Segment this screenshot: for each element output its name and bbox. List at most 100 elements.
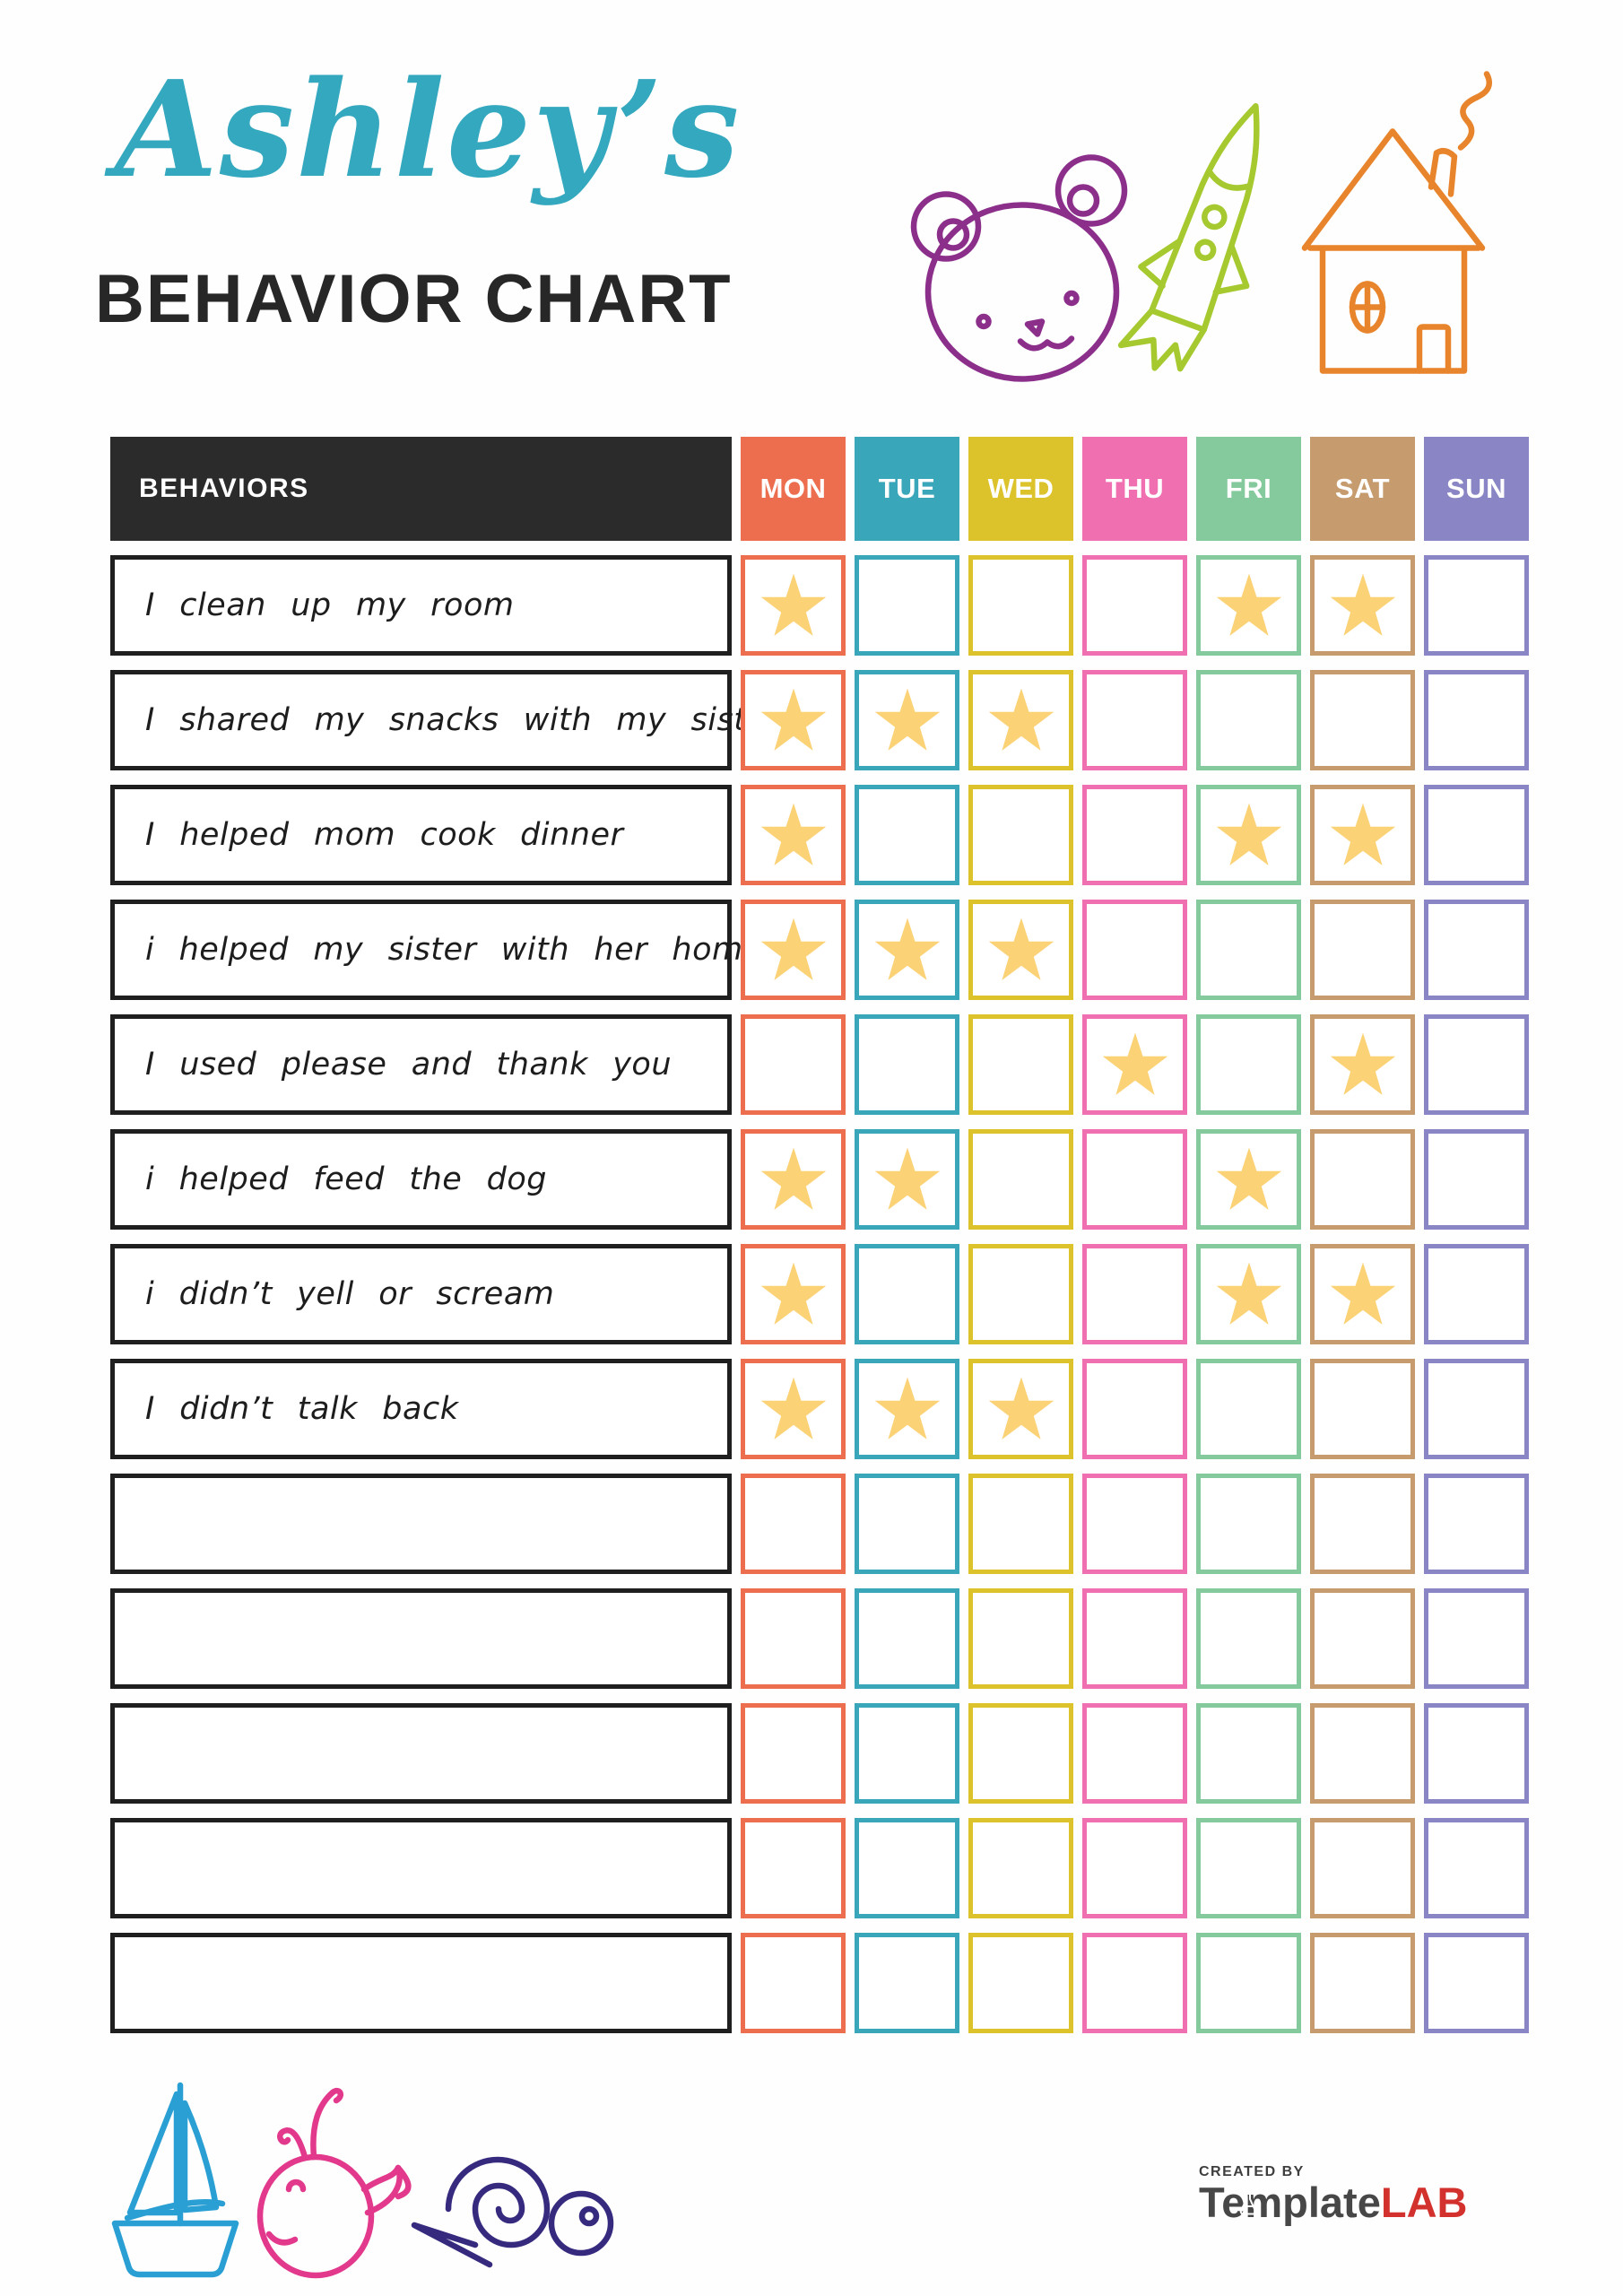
day-cell-wed-row5[interactable] <box>968 1014 1073 1115</box>
day-cell-sat-row3[interactable] <box>1310 785 1415 885</box>
day-cell-wed-row6[interactable] <box>968 1129 1073 1230</box>
day-cell-thu-row3[interactable] <box>1082 785 1187 885</box>
day-cell-mon-row5[interactable] <box>741 1014 846 1115</box>
day-cell-fri-row4[interactable] <box>1196 900 1301 1000</box>
day-cell-tue-row10[interactable] <box>855 1588 959 1689</box>
day-cell-fri-row13[interactable] <box>1196 1933 1301 2033</box>
day-cell-sun-row10[interactable] <box>1424 1588 1529 1689</box>
day-cell-tue-row9[interactable] <box>855 1474 959 1574</box>
day-cell-thu-row8[interactable] <box>1082 1359 1187 1459</box>
day-cell-fri-row1[interactable] <box>1196 555 1301 656</box>
day-cell-fri-row12[interactable] <box>1196 1818 1301 1918</box>
day-cell-sun-row11[interactable] <box>1424 1703 1529 1804</box>
day-cell-mon-row8[interactable] <box>741 1359 846 1459</box>
day-cell-sat-row4[interactable] <box>1310 900 1415 1000</box>
day-cell-sat-row8[interactable] <box>1310 1359 1415 1459</box>
day-cell-sun-row1[interactable] <box>1424 555 1529 656</box>
day-cell-tue-row2[interactable] <box>855 670 959 770</box>
day-cell-tue-row4[interactable] <box>855 900 959 1000</box>
day-cell-sun-row5[interactable] <box>1424 1014 1529 1115</box>
day-cell-fri-row11[interactable] <box>1196 1703 1301 1804</box>
day-cell-sat-row1[interactable] <box>1310 555 1415 656</box>
day-cell-fri-row8[interactable] <box>1196 1359 1301 1459</box>
day-cell-sat-row6[interactable] <box>1310 1129 1415 1230</box>
day-cell-tue-row8[interactable] <box>855 1359 959 1459</box>
day-cell-sun-row12[interactable] <box>1424 1818 1529 1918</box>
day-cell-fri-row2[interactable] <box>1196 670 1301 770</box>
day-cell-mon-row11[interactable] <box>741 1703 846 1804</box>
day-cell-thu-row7[interactable] <box>1082 1244 1187 1344</box>
day-cell-fri-row6[interactable] <box>1196 1129 1301 1230</box>
star-icon <box>760 573 826 636</box>
day-cell-mon-row1[interactable] <box>741 555 846 656</box>
day-cell-sat-row11[interactable] <box>1310 1703 1415 1804</box>
day-cell-wed-row8[interactable] <box>968 1359 1073 1459</box>
day-cell-sat-row9[interactable] <box>1310 1474 1415 1574</box>
day-cell-sun-row4[interactable] <box>1424 900 1529 1000</box>
day-cell-sun-row8[interactable] <box>1424 1359 1529 1459</box>
day-cell-sat-row12[interactable] <box>1310 1818 1415 1918</box>
day-cell-thu-row12[interactable] <box>1082 1818 1187 1918</box>
day-cell-sat-row13[interactable] <box>1310 1933 1415 2033</box>
day-cell-thu-row1[interactable] <box>1082 555 1187 656</box>
day-cell-sun-row2[interactable] <box>1424 670 1529 770</box>
star-icon <box>988 688 1054 751</box>
day-cell-wed-row9[interactable] <box>968 1474 1073 1574</box>
day-cell-mon-row6[interactable] <box>741 1129 846 1230</box>
day-cell-sat-row2[interactable] <box>1310 670 1415 770</box>
day-cell-thu-row9[interactable] <box>1082 1474 1187 1574</box>
day-cell-sat-row7[interactable] <box>1310 1244 1415 1344</box>
day-header-mon: MON <box>741 437 846 541</box>
day-cell-thu-row2[interactable] <box>1082 670 1187 770</box>
star-icon <box>760 803 826 865</box>
day-cell-sat-row10[interactable] <box>1310 1588 1415 1689</box>
day-cell-mon-row7[interactable] <box>741 1244 846 1344</box>
day-cell-wed-row1[interactable] <box>968 555 1073 656</box>
day-cell-tue-row13[interactable] <box>855 1933 959 2033</box>
day-cell-thu-row4[interactable] <box>1082 900 1187 1000</box>
day-cell-mon-row3[interactable] <box>741 785 846 885</box>
day-cell-thu-row5[interactable] <box>1082 1014 1187 1115</box>
day-cell-mon-row13[interactable] <box>741 1933 846 2033</box>
day-cell-wed-row11[interactable] <box>968 1703 1073 1804</box>
star-icon <box>1330 1262 1395 1325</box>
day-cell-wed-row13[interactable] <box>968 1933 1073 2033</box>
day-cell-fri-row3[interactable] <box>1196 785 1301 885</box>
star-icon <box>988 1377 1054 1439</box>
day-cell-tue-row6[interactable] <box>855 1129 959 1230</box>
day-cell-thu-row10[interactable] <box>1082 1588 1187 1689</box>
day-cell-wed-row2[interactable] <box>968 670 1073 770</box>
day-cell-sun-row6[interactable] <box>1424 1129 1529 1230</box>
day-cell-tue-row7[interactable] <box>855 1244 959 1344</box>
day-cell-mon-row12[interactable] <box>741 1818 846 1918</box>
day-cell-wed-row12[interactable] <box>968 1818 1073 1918</box>
day-cell-mon-row9[interactable] <box>741 1474 846 1574</box>
day-cell-fri-row7[interactable] <box>1196 1244 1301 1344</box>
day-cell-thu-row13[interactable] <box>1082 1933 1187 2033</box>
day-cell-mon-row2[interactable] <box>741 670 846 770</box>
star-icon <box>1330 573 1395 636</box>
day-cell-thu-row11[interactable] <box>1082 1703 1187 1804</box>
day-cell-tue-row3[interactable] <box>855 785 959 885</box>
day-cell-wed-row3[interactable] <box>968 785 1073 885</box>
day-cell-sun-row3[interactable] <box>1424 785 1529 885</box>
day-cell-wed-row10[interactable] <box>968 1588 1073 1689</box>
day-cell-wed-row4[interactable] <box>968 900 1073 1000</box>
day-cell-mon-row10[interactable] <box>741 1588 846 1689</box>
day-cell-sat-row5[interactable] <box>1310 1014 1415 1115</box>
day-cell-sun-row13[interactable] <box>1424 1933 1529 2033</box>
day-cell-fri-row5[interactable] <box>1196 1014 1301 1115</box>
day-cell-tue-row5[interactable] <box>855 1014 959 1115</box>
day-cell-sun-row9[interactable] <box>1424 1474 1529 1574</box>
day-cell-mon-row4[interactable] <box>741 900 846 1000</box>
day-cell-fri-row9[interactable] <box>1196 1474 1301 1574</box>
day-cell-wed-row7[interactable] <box>968 1244 1073 1344</box>
day-cell-fri-row10[interactable] <box>1196 1588 1301 1689</box>
day-cell-tue-row12[interactable] <box>855 1818 959 1918</box>
day-cell-thu-row6[interactable] <box>1082 1129 1187 1230</box>
day-cell-tue-row11[interactable] <box>855 1703 959 1804</box>
day-cell-tue-row1[interactable] <box>855 555 959 656</box>
day-cell-sun-row7[interactable] <box>1424 1244 1529 1344</box>
star-icon <box>760 918 826 980</box>
